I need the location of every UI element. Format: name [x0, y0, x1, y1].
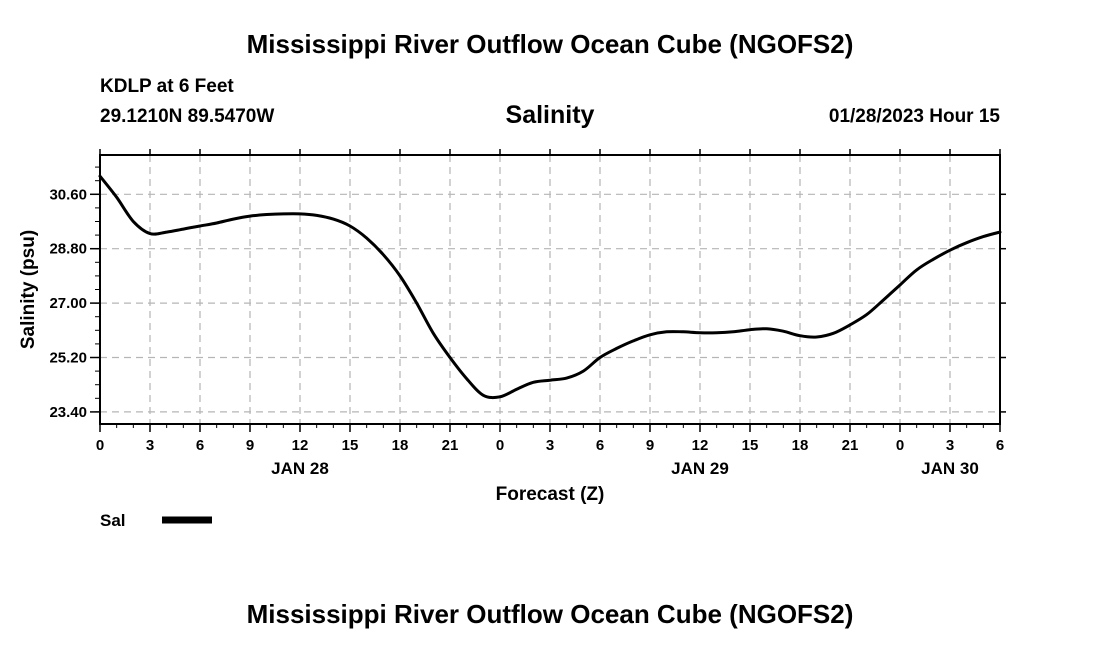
x-tick-label: 6: [596, 437, 604, 454]
y-tick-label: 28.80: [49, 241, 87, 258]
x-tick-label: 18: [792, 437, 809, 454]
grid-lines: [100, 155, 1000, 424]
x-tick-label: 3: [146, 437, 154, 454]
legend-label: Sal: [100, 511, 126, 530]
x-tick-label: 0: [96, 437, 104, 454]
footer-title: Mississippi River Outflow Ocean Cube (NG…: [246, 599, 854, 629]
x-tick-label: 6: [996, 437, 1004, 454]
page-title: Mississippi River Outflow Ocean Cube (NG…: [246, 29, 854, 59]
x-tick-label: 15: [742, 437, 759, 454]
x-tick-label: 3: [946, 437, 954, 454]
x-tick-label: 12: [692, 437, 709, 454]
x-tick-label: 21: [442, 437, 459, 454]
date-label: JAN 29: [671, 459, 729, 478]
x-tick-label: 9: [646, 437, 654, 454]
station-label: KDLP at 6 Feet: [100, 76, 234, 97]
y-tick-label: 25.20: [49, 350, 87, 367]
date-label: JAN 28: [271, 459, 329, 478]
x-tick-label: 18: [392, 437, 409, 454]
y-tick-label: 30.60: [49, 186, 87, 203]
forecast-datetime: 01/28/2023 Hour 15: [828, 106, 1000, 127]
tick-labels: 0 3 6 9 12 15 18 21 0 3 6 9 12 15 18 21 0 3 6 23.40 25.20 27.…: [49, 186, 1004, 478]
x-tick-label: 12: [292, 437, 309, 454]
x-tick-label: 21: [842, 437, 859, 454]
x-tick-label: 9: [246, 437, 254, 454]
y-axis-label: Salinity (psu): [18, 230, 39, 349]
x-tick-label: 3: [546, 437, 554, 454]
salinity-chart: 0 3 6 9 12 15 18 21 0 3 6 9 12 15 18 21 0 3 6 23.40 25.20 27.…: [18, 149, 1006, 530]
y-tick-label: 27.00: [49, 295, 87, 312]
x-tick-label: 0: [496, 437, 504, 454]
chart-title: Salinity: [505, 101, 595, 129]
y-tick-label: 23.40: [49, 404, 87, 421]
date-label: JAN 30: [921, 459, 979, 478]
salinity-series-line: [98, 174, 1002, 400]
x-axis-label: Forecast (Z): [496, 484, 605, 505]
x-tick-label: 0: [896, 437, 904, 454]
plot-frame: [99, 154, 1001, 425]
axis-ticks: [90, 149, 1006, 432]
station-coordinates: 29.1210N 89.5470W: [100, 106, 275, 127]
x-tick-label: 15: [342, 437, 359, 454]
x-tick-label: 6: [196, 437, 204, 454]
